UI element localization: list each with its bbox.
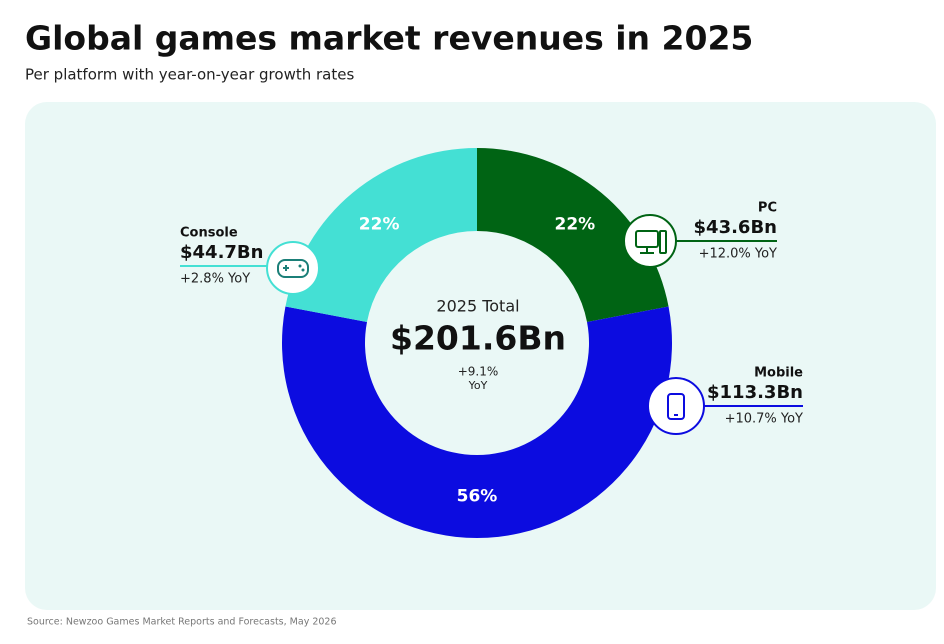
donut-segment bbox=[477, 148, 669, 323]
category-label: Mobile bbox=[754, 366, 803, 381]
growth-label: +10.7% YoY bbox=[725, 412, 803, 427]
total-growth: +9.1% bbox=[458, 365, 499, 379]
revenue-label: $113.3Bn bbox=[707, 382, 803, 403]
category-label: Console bbox=[180, 226, 238, 241]
chart-title: Global games market revenues in 2025 bbox=[25, 19, 753, 58]
donut bbox=[281, 148, 673, 538]
console-icon bbox=[266, 241, 320, 295]
total: $201.6Bn bbox=[390, 319, 566, 358]
source: Source: Newzoo Games Market Reports and … bbox=[27, 617, 337, 628]
center-label: 2025 Total bbox=[436, 297, 519, 316]
total-growth-unit: YoY bbox=[468, 379, 488, 392]
value-label: 56% bbox=[457, 487, 498, 507]
category-label: PC bbox=[758, 201, 777, 216]
growth-label: +2.8% YoY bbox=[180, 272, 250, 287]
donut-segment bbox=[281, 306, 673, 538]
pc-icon bbox=[623, 214, 677, 268]
chart-subtitle: Per platform with year-on-year growth ra… bbox=[25, 66, 354, 84]
growth-label: +12.0% YoY bbox=[699, 247, 777, 262]
value-label: 22% bbox=[359, 215, 400, 235]
value-label: 22% bbox=[554, 215, 595, 235]
revenue-label: $43.6Bn bbox=[694, 217, 777, 238]
panel bbox=[25, 102, 936, 610]
mobile-icon bbox=[647, 377, 705, 435]
donut-segment bbox=[285, 148, 477, 323]
revenue-label: $44.7Bn bbox=[180, 242, 263, 263]
